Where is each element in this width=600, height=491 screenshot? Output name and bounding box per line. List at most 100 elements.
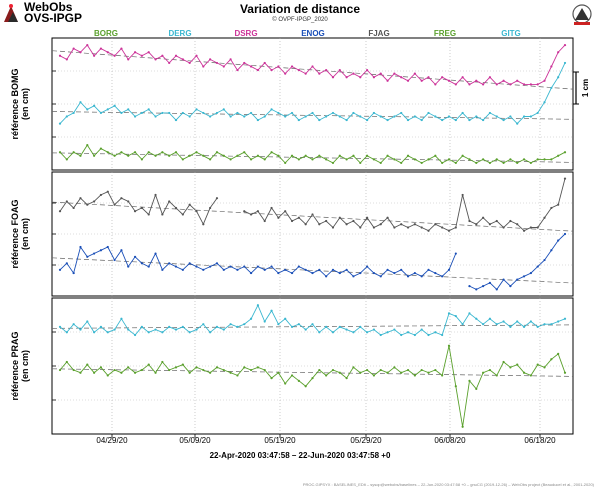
data-point: [318, 154, 321, 157]
data-point: [557, 51, 560, 54]
data-point: [243, 323, 246, 326]
data-point: [304, 72, 307, 75]
legend-entry: BORG: [94, 29, 118, 38]
data-point: [550, 206, 553, 210]
data-point: [202, 154, 205, 157]
data-point: [86, 255, 89, 258]
time-range-label: 22-Apr-2020 03:47:58 – 22-Jun-2020 03:47…: [209, 451, 391, 460]
data-point: [509, 285, 512, 288]
data-point: [427, 158, 430, 161]
chart-credit: © OVPF-IPGP_2020: [272, 17, 328, 23]
data-point: [482, 216, 485, 219]
data-point: [311, 158, 314, 161]
data-point: [65, 158, 68, 161]
data-point: [400, 223, 403, 226]
data-point: [406, 368, 410, 372]
data-point: [345, 158, 348, 161]
data-point: [488, 223, 492, 226]
data-point: [72, 368, 75, 372]
data-point: [181, 213, 184, 216]
data-point: [181, 111, 184, 115]
data-point: [181, 158, 184, 161]
data-point: [133, 255, 137, 258]
data-point: [379, 368, 382, 372]
series-line: [59, 345, 566, 427]
data-point: [236, 374, 239, 377]
data-point: [427, 371, 430, 374]
data-point: [161, 268, 164, 271]
trend-line: [51, 201, 574, 232]
data-point: [147, 363, 150, 366]
data-point: [509, 325, 512, 328]
data-point: [516, 122, 519, 125]
data-point: [400, 268, 403, 271]
data-point: [318, 368, 321, 372]
data-point: [393, 271, 396, 275]
data-point: [58, 368, 62, 372]
data-point: [79, 371, 82, 374]
data-point: [563, 151, 567, 154]
data-point: [318, 331, 321, 334]
data-point: [86, 203, 89, 206]
data-point: [359, 161, 362, 165]
panel-ylabel: (en cm): [20, 350, 30, 382]
trend-line: [51, 50, 574, 90]
data-point: [86, 363, 89, 366]
data-point: [202, 323, 205, 326]
data-point: [215, 111, 219, 115]
x-tick-label: 04/29/20: [96, 436, 128, 445]
data-point: [447, 268, 451, 271]
data-point: [311, 65, 314, 68]
data-point: [468, 158, 471, 161]
data-point: [338, 325, 341, 328]
data-point: [304, 385, 307, 388]
data-point: [311, 111, 314, 115]
data-point: [413, 72, 416, 75]
data-point: [516, 363, 519, 366]
data-point: [400, 161, 403, 165]
x-tick-label: 05/29/20: [350, 436, 382, 445]
trend-line: [51, 324, 574, 329]
data-point: [229, 323, 232, 326]
data-point: [529, 83, 532, 86]
data-point: [338, 271, 341, 275]
data-point: [502, 161, 505, 165]
series-line: [59, 304, 566, 336]
data-point: [468, 312, 471, 315]
data-point: [365, 368, 369, 372]
data-point: [106, 245, 109, 249]
data-point: [154, 328, 157, 331]
data-point: [297, 379, 300, 382]
data-point: [86, 320, 89, 323]
data-point: [482, 83, 485, 86]
data-point: [256, 154, 260, 157]
data-point: [461, 425, 464, 428]
data-point: [502, 278, 505, 281]
data-point: [352, 111, 355, 115]
data-point: [509, 219, 512, 223]
data-point: [352, 154, 355, 157]
data-point: [277, 111, 280, 115]
data-point: [215, 197, 219, 200]
data-point: [379, 72, 382, 75]
panel-ylabel: référence PRAG: [10, 331, 20, 400]
data-point: [297, 118, 300, 122]
data-point: [209, 371, 212, 374]
data-point: [502, 118, 505, 122]
data-point: [529, 320, 532, 323]
data-point: [297, 265, 300, 268]
data-point: [277, 271, 280, 275]
data-point: [359, 371, 362, 374]
data-point: [79, 245, 82, 249]
data-point: [277, 323, 280, 326]
data-point: [161, 54, 164, 57]
data-point: [79, 154, 82, 157]
data-point: [99, 193, 103, 197]
data-point: [434, 223, 437, 226]
data-point: [434, 271, 437, 275]
data-point: [188, 331, 191, 334]
data-point: [113, 258, 116, 262]
data-point: [93, 331, 96, 334]
data-point: [495, 158, 498, 161]
data-point: [331, 111, 335, 115]
